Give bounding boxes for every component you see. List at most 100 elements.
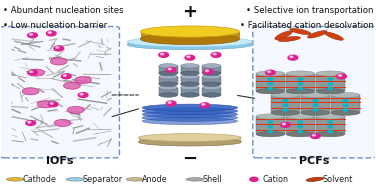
Circle shape: [265, 70, 275, 75]
Ellipse shape: [316, 89, 344, 94]
Ellipse shape: [306, 177, 324, 181]
Circle shape: [26, 121, 36, 125]
Circle shape: [268, 130, 273, 132]
Ellipse shape: [316, 114, 344, 119]
Ellipse shape: [159, 74, 177, 79]
Circle shape: [282, 123, 285, 125]
Ellipse shape: [126, 178, 144, 181]
Circle shape: [187, 56, 190, 58]
Ellipse shape: [159, 85, 177, 90]
Circle shape: [268, 126, 273, 128]
Ellipse shape: [180, 71, 199, 76]
Ellipse shape: [286, 114, 315, 119]
Polygon shape: [141, 32, 239, 39]
Polygon shape: [159, 88, 177, 95]
Ellipse shape: [256, 132, 285, 137]
FancyBboxPatch shape: [253, 26, 376, 158]
Circle shape: [283, 104, 288, 106]
Circle shape: [63, 75, 66, 76]
Text: Cation: Cation: [262, 175, 288, 184]
Text: Solvent: Solvent: [322, 175, 352, 184]
Circle shape: [80, 93, 83, 95]
Ellipse shape: [6, 178, 24, 181]
Text: +: +: [182, 3, 197, 21]
Circle shape: [267, 71, 270, 73]
Polygon shape: [139, 138, 240, 142]
Ellipse shape: [202, 71, 221, 76]
Circle shape: [328, 130, 333, 132]
Circle shape: [268, 78, 273, 80]
Circle shape: [343, 104, 347, 106]
Circle shape: [250, 177, 258, 181]
Polygon shape: [202, 88, 221, 95]
Polygon shape: [286, 74, 315, 91]
Ellipse shape: [22, 88, 39, 95]
Ellipse shape: [28, 69, 45, 76]
Circle shape: [338, 75, 342, 76]
Circle shape: [283, 99, 288, 102]
Circle shape: [328, 87, 333, 90]
Circle shape: [280, 122, 290, 127]
Circle shape: [268, 87, 273, 90]
Ellipse shape: [67, 106, 84, 113]
Polygon shape: [180, 88, 199, 95]
Circle shape: [168, 68, 171, 70]
Polygon shape: [202, 66, 221, 73]
Circle shape: [283, 109, 288, 111]
Circle shape: [298, 121, 303, 123]
Ellipse shape: [140, 33, 240, 45]
Ellipse shape: [159, 93, 177, 97]
Polygon shape: [301, 95, 330, 113]
Ellipse shape: [202, 93, 221, 97]
Ellipse shape: [278, 36, 300, 42]
Circle shape: [311, 134, 320, 139]
Circle shape: [328, 83, 333, 85]
Polygon shape: [159, 66, 177, 73]
Ellipse shape: [275, 31, 292, 40]
Circle shape: [298, 130, 303, 132]
Polygon shape: [180, 77, 199, 84]
Circle shape: [56, 47, 59, 48]
Text: Shell: Shell: [202, 175, 222, 184]
Circle shape: [328, 78, 333, 80]
Ellipse shape: [159, 64, 177, 68]
Ellipse shape: [64, 82, 80, 89]
Circle shape: [213, 53, 216, 55]
Ellipse shape: [180, 85, 199, 90]
Circle shape: [313, 109, 318, 111]
Ellipse shape: [331, 110, 359, 115]
Text: • Facilitated cation desolvation: • Facilitated cation desolvation: [240, 21, 373, 30]
Ellipse shape: [127, 40, 253, 50]
Ellipse shape: [202, 85, 221, 90]
Circle shape: [50, 103, 53, 104]
Text: Separator: Separator: [82, 175, 123, 184]
Circle shape: [313, 104, 318, 106]
Polygon shape: [331, 95, 359, 113]
Polygon shape: [180, 66, 199, 73]
Ellipse shape: [256, 89, 285, 94]
Text: PCFs: PCFs: [299, 156, 330, 166]
Text: • Selective ion transportation: • Selective ion transportation: [246, 6, 373, 15]
Ellipse shape: [256, 114, 285, 119]
Ellipse shape: [37, 101, 54, 108]
Circle shape: [166, 101, 176, 106]
Text: • Abundant nucleation sites: • Abundant nucleation sites: [3, 6, 123, 15]
Ellipse shape: [180, 93, 199, 97]
Text: IOFs: IOFs: [46, 156, 73, 166]
Ellipse shape: [202, 64, 221, 68]
Ellipse shape: [316, 132, 344, 137]
Ellipse shape: [308, 31, 327, 38]
Circle shape: [328, 121, 333, 123]
Polygon shape: [316, 116, 344, 134]
Polygon shape: [286, 116, 315, 134]
Text: • Low nucleation barrier: • Low nucleation barrier: [3, 21, 107, 30]
Ellipse shape: [75, 77, 91, 84]
Circle shape: [161, 53, 164, 55]
Ellipse shape: [140, 26, 240, 37]
Circle shape: [48, 32, 52, 33]
Ellipse shape: [159, 71, 177, 76]
Ellipse shape: [138, 134, 241, 141]
Ellipse shape: [271, 110, 300, 115]
Circle shape: [185, 55, 195, 60]
Circle shape: [298, 87, 303, 90]
